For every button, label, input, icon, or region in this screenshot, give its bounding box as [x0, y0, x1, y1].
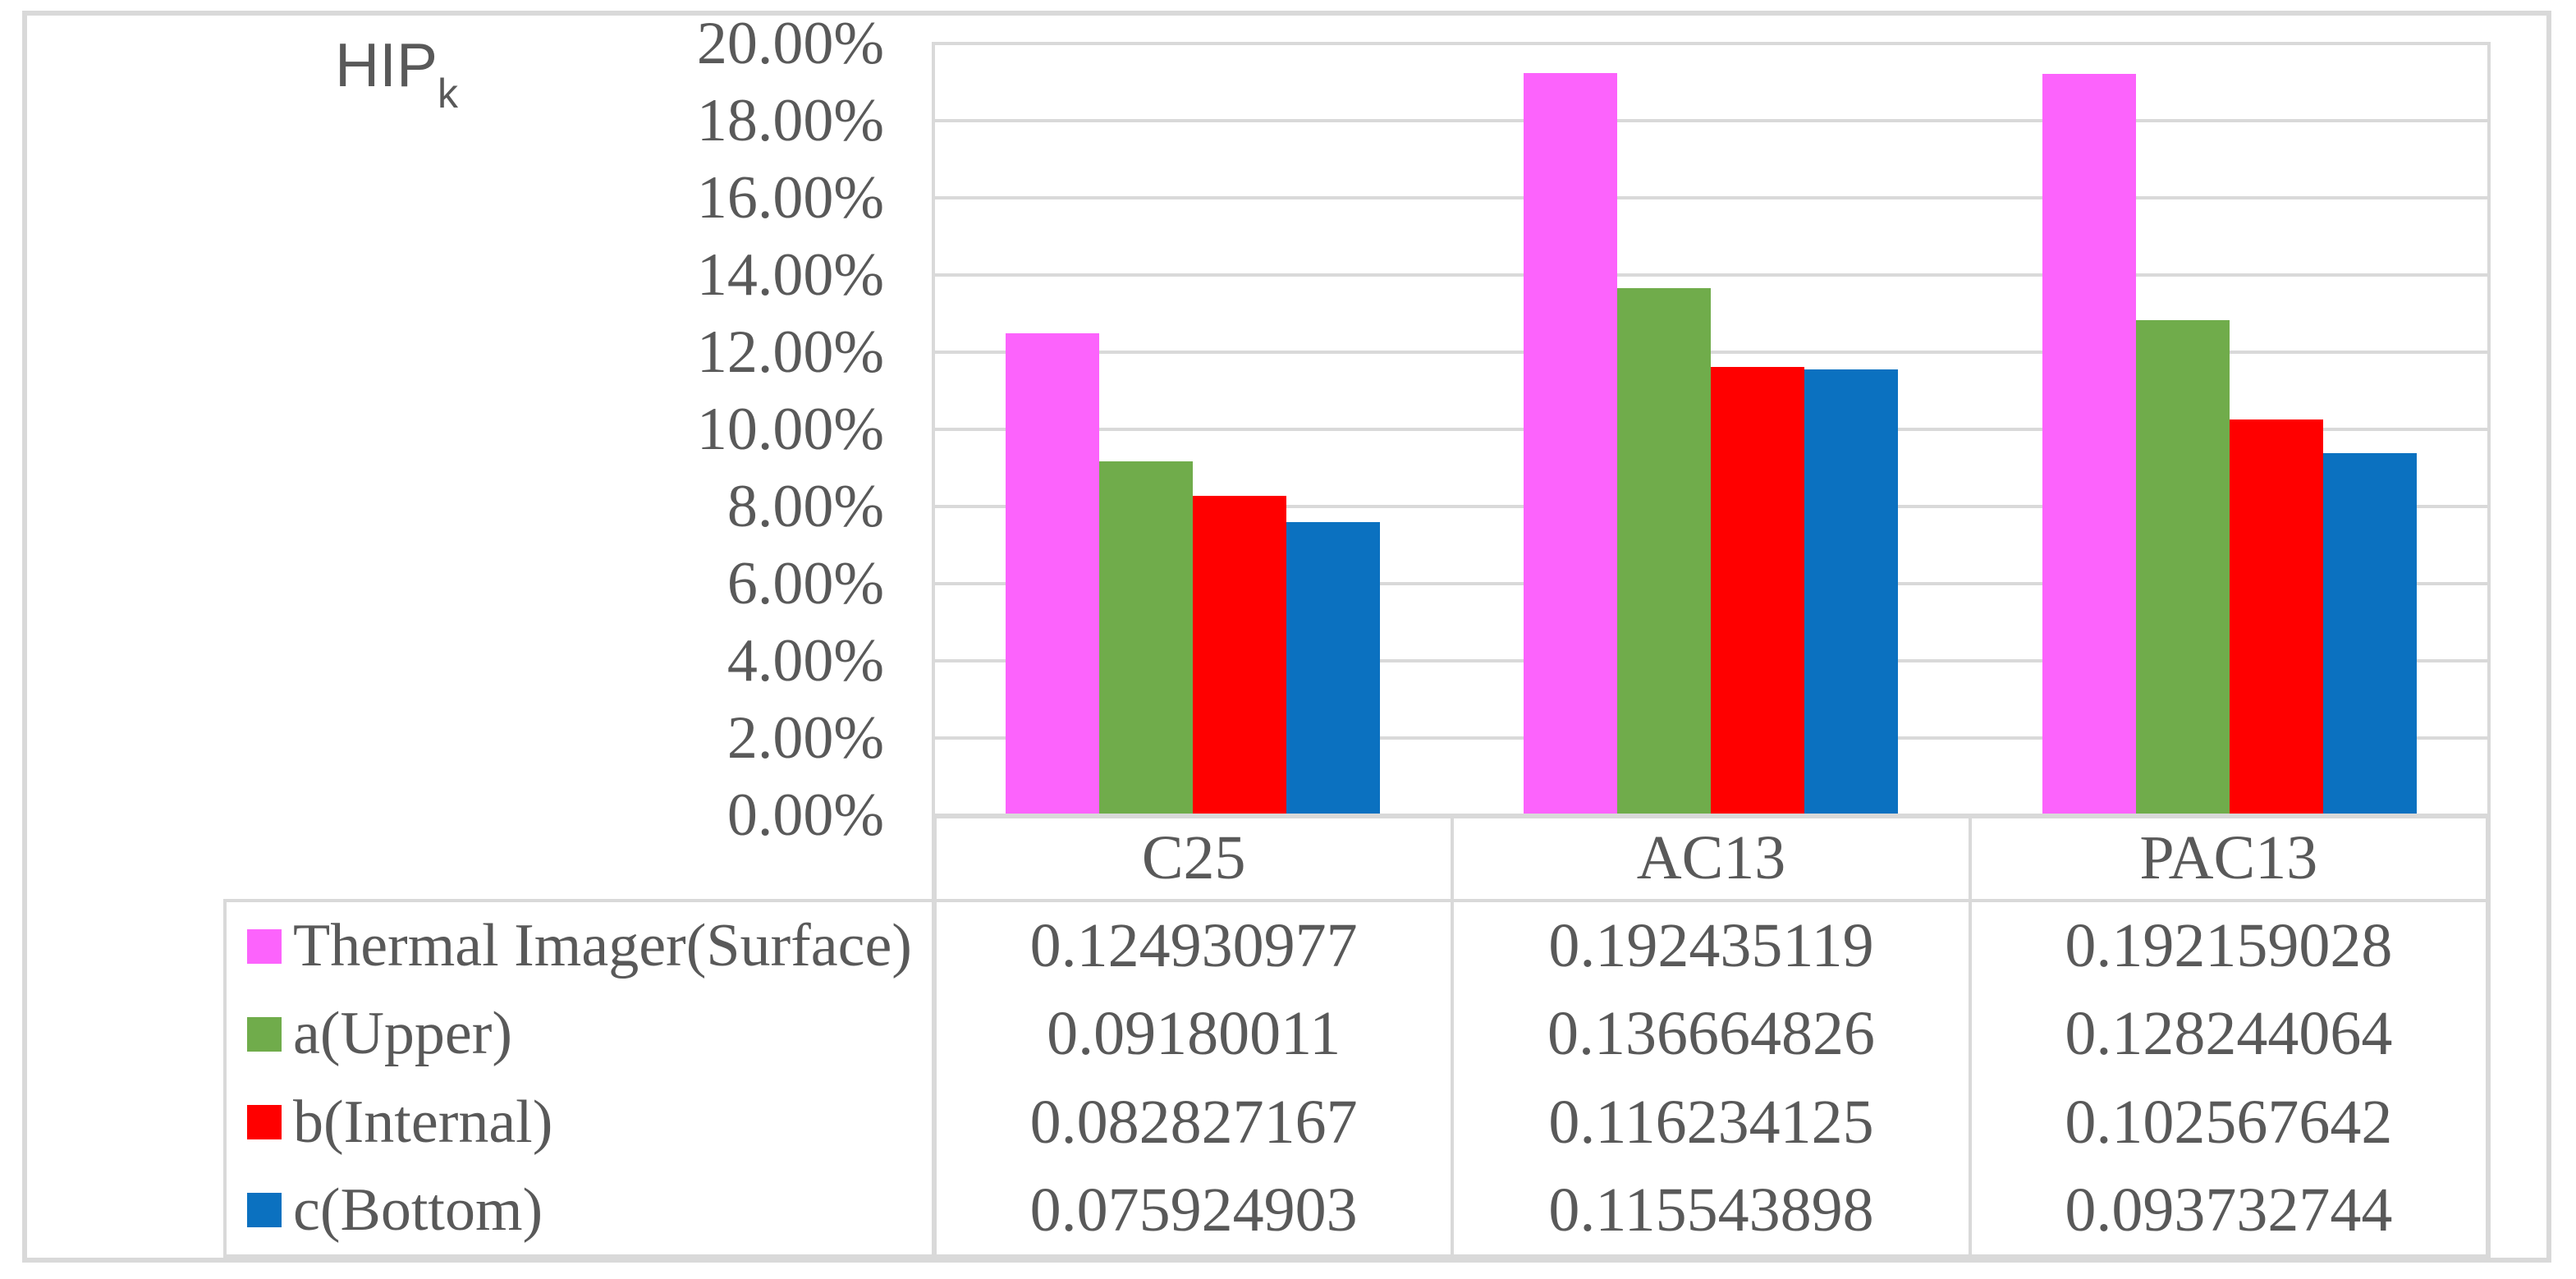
table-row: c(Bottom) 0.075924903 0.115543898 0.0937327… — [227, 1166, 2486, 1254]
table-value-cell: 0.093732744 — [1968, 1166, 2486, 1254]
legend-cell: Thermal Imager(Surface) — [227, 902, 933, 990]
bar-thermal-imager-pac13 — [2042, 73, 2137, 815]
legend-label: a(Upper) — [293, 1000, 513, 1068]
chart-title-subscript: k — [438, 71, 459, 117]
table-value-cell: 0.192159028 — [1968, 902, 2486, 991]
bar-c-ac13 — [1804, 369, 1899, 815]
table-value-cell: 0.128244064 — [1968, 990, 2486, 1079]
bar-thermal-imager-ac13 — [1524, 72, 1618, 815]
legend-swatch-icon — [247, 1193, 282, 1228]
y-tick-label: 14.00% — [696, 241, 884, 309]
legend-label: b(Internal) — [293, 1088, 553, 1156]
table-value-cell: 0.136664826 — [1451, 990, 1968, 1079]
table-value-cell: 0.115543898 — [1451, 1166, 1968, 1254]
legend-swatch-icon — [247, 1016, 282, 1052]
y-tick-label: 0.00% — [727, 782, 884, 849]
bar-c-c25 — [1286, 522, 1380, 815]
table-value-cell: 0.082827167 — [933, 1078, 1451, 1167]
table-value-cell: 0.124930977 — [933, 902, 1451, 991]
legend-cell: a(Upper) — [227, 990, 933, 1078]
y-tick-label: 6.00% — [727, 550, 884, 617]
gridline — [933, 196, 2489, 199]
table-value-cell: 0.192435119 — [1451, 902, 1968, 991]
y-tick-label: 12.00% — [696, 319, 884, 386]
chart-title-text: HIP — [335, 30, 438, 99]
plot-right-line — [2487, 42, 2491, 1259]
category-header-c25: C25 — [933, 815, 1451, 899]
legend-swatch-icon — [247, 1105, 282, 1140]
bar-b-ac13 — [1711, 366, 1805, 815]
table-value-cell: 0.102567642 — [1968, 1078, 2486, 1167]
bar-b-c25 — [1192, 495, 1286, 815]
legend-cell: c(Bottom) — [227, 1167, 933, 1254]
bar-thermal-imager-c25 — [1005, 332, 1099, 815]
bar-a-pac13 — [2136, 320, 2230, 815]
y-tick-label: 2.00% — [727, 704, 884, 772]
y-tick-label: 8.00% — [727, 473, 884, 540]
bar-a-c25 — [1098, 461, 1193, 815]
y-tick-label: 18.00% — [696, 87, 884, 154]
bar-group-c25 — [933, 44, 1452, 815]
gridline — [933, 119, 2489, 122]
table-row: b(Internal) 0.082827167 0.116234125 0.10256… — [227, 1078, 2486, 1167]
y-tick-label: 10.00% — [696, 396, 884, 463]
legend-cell: b(Internal) — [227, 1079, 933, 1167]
table-value-cell: 0.116234125 — [1451, 1078, 1968, 1167]
legend-swatch-icon — [247, 928, 282, 964]
y-tick-label: 20.00% — [696, 10, 884, 77]
y-tick-label: 4.00% — [727, 627, 884, 695]
table-value-cell: 0.075924903 — [933, 1166, 1451, 1254]
y-axis: 20.00% 18.00% 16.00% 14.00% 12.00% 10.00% 8.00… — [515, 0, 884, 903]
category-header-pac13: PAC13 — [1968, 815, 2489, 899]
legend-label: c(Bottom) — [293, 1176, 543, 1244]
table-row: a(Upper) 0.09180011 0.136664826 0.128244064 — [227, 990, 2486, 1079]
legend-data-table: Thermal Imager(Surface) 0.124930977 0.1924… — [223, 899, 2489, 1258]
table-row: Thermal Imager(Surface) 0.124930977 0.1924… — [227, 902, 2486, 991]
category-header-row: C25 AC13 PAC13 — [933, 815, 2489, 899]
bar-group-pac13 — [1970, 44, 2489, 815]
gridline — [933, 351, 2489, 354]
y-tick-label: 16.00% — [696, 164, 884, 232]
axis-left-line — [932, 42, 935, 1259]
bar-a-ac13 — [1617, 287, 1712, 815]
gridline — [933, 273, 2489, 277]
bar-group-ac13 — [1452, 44, 1971, 815]
gridline — [933, 42, 2489, 45]
category-header-ac13: AC13 — [1451, 815, 1969, 899]
table-value-cell: 0.09180011 — [933, 990, 1451, 1079]
legend-label: Thermal Imager(Surface) — [293, 912, 912, 980]
chart-title: HIPk — [335, 30, 458, 117]
plot-area — [933, 42, 2489, 815]
bar-c-pac13 — [2323, 453, 2418, 815]
bar-b-pac13 — [2230, 419, 2324, 815]
